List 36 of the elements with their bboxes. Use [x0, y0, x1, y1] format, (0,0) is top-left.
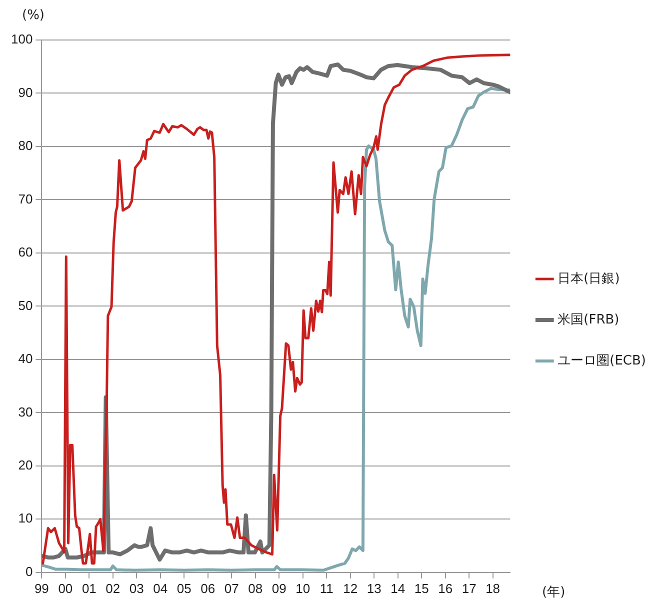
x-tick-label: 02 — [106, 580, 120, 596]
x-tick-label: 00 — [58, 580, 73, 596]
x-tick-label: 01 — [82, 580, 96, 596]
x-tick-label: 15 — [414, 580, 429, 596]
x-tick-label: 14 — [390, 580, 406, 596]
x-tick-label: 99 — [34, 580, 49, 596]
x-tick-label: 11 — [320, 580, 334, 596]
y-tick-label: 10 — [18, 510, 33, 526]
x-tick-label: 03 — [129, 580, 144, 596]
y-axis-title: (%) — [22, 8, 44, 23]
x-tick-label: 07 — [224, 580, 239, 596]
y-tick-label: 60 — [18, 244, 33, 260]
x-tick-label: 13 — [366, 580, 382, 596]
legend-label: 日本(日銀) — [558, 271, 620, 286]
x-tick-label: 16 — [438, 580, 453, 596]
y-tick-label: 70 — [18, 191, 33, 206]
y-tick-label: 50 — [18, 298, 33, 313]
y-tick-label: 80 — [18, 138, 33, 154]
x-tick-label: 18 — [486, 580, 500, 596]
y-tick-label: 40 — [18, 351, 33, 366]
x-tick-label: 17 — [462, 580, 476, 596]
x-tick-label: 05 — [176, 580, 192, 596]
legend-label: ユーロ圏(ECB) — [558, 353, 646, 368]
x-axis-title: (年) — [542, 584, 566, 601]
legend-label: 米国(FRB) — [558, 312, 620, 328]
x-tick-label: 04 — [153, 580, 168, 596]
x-tick-label: 12 — [343, 580, 358, 596]
y-tick-label: 30 — [18, 404, 33, 420]
y-tick-label: 0 — [25, 564, 33, 579]
x-tick-label: 08 — [248, 580, 263, 596]
y-tick-label: 90 — [18, 84, 33, 100]
x-tick-label: 09 — [272, 580, 286, 596]
y-tick-label: 20 — [18, 458, 33, 472]
y-tick-label: 100 — [10, 32, 33, 47]
x-tick-label: 06 — [200, 580, 216, 596]
x-tick-label: 10 — [296, 580, 310, 596]
